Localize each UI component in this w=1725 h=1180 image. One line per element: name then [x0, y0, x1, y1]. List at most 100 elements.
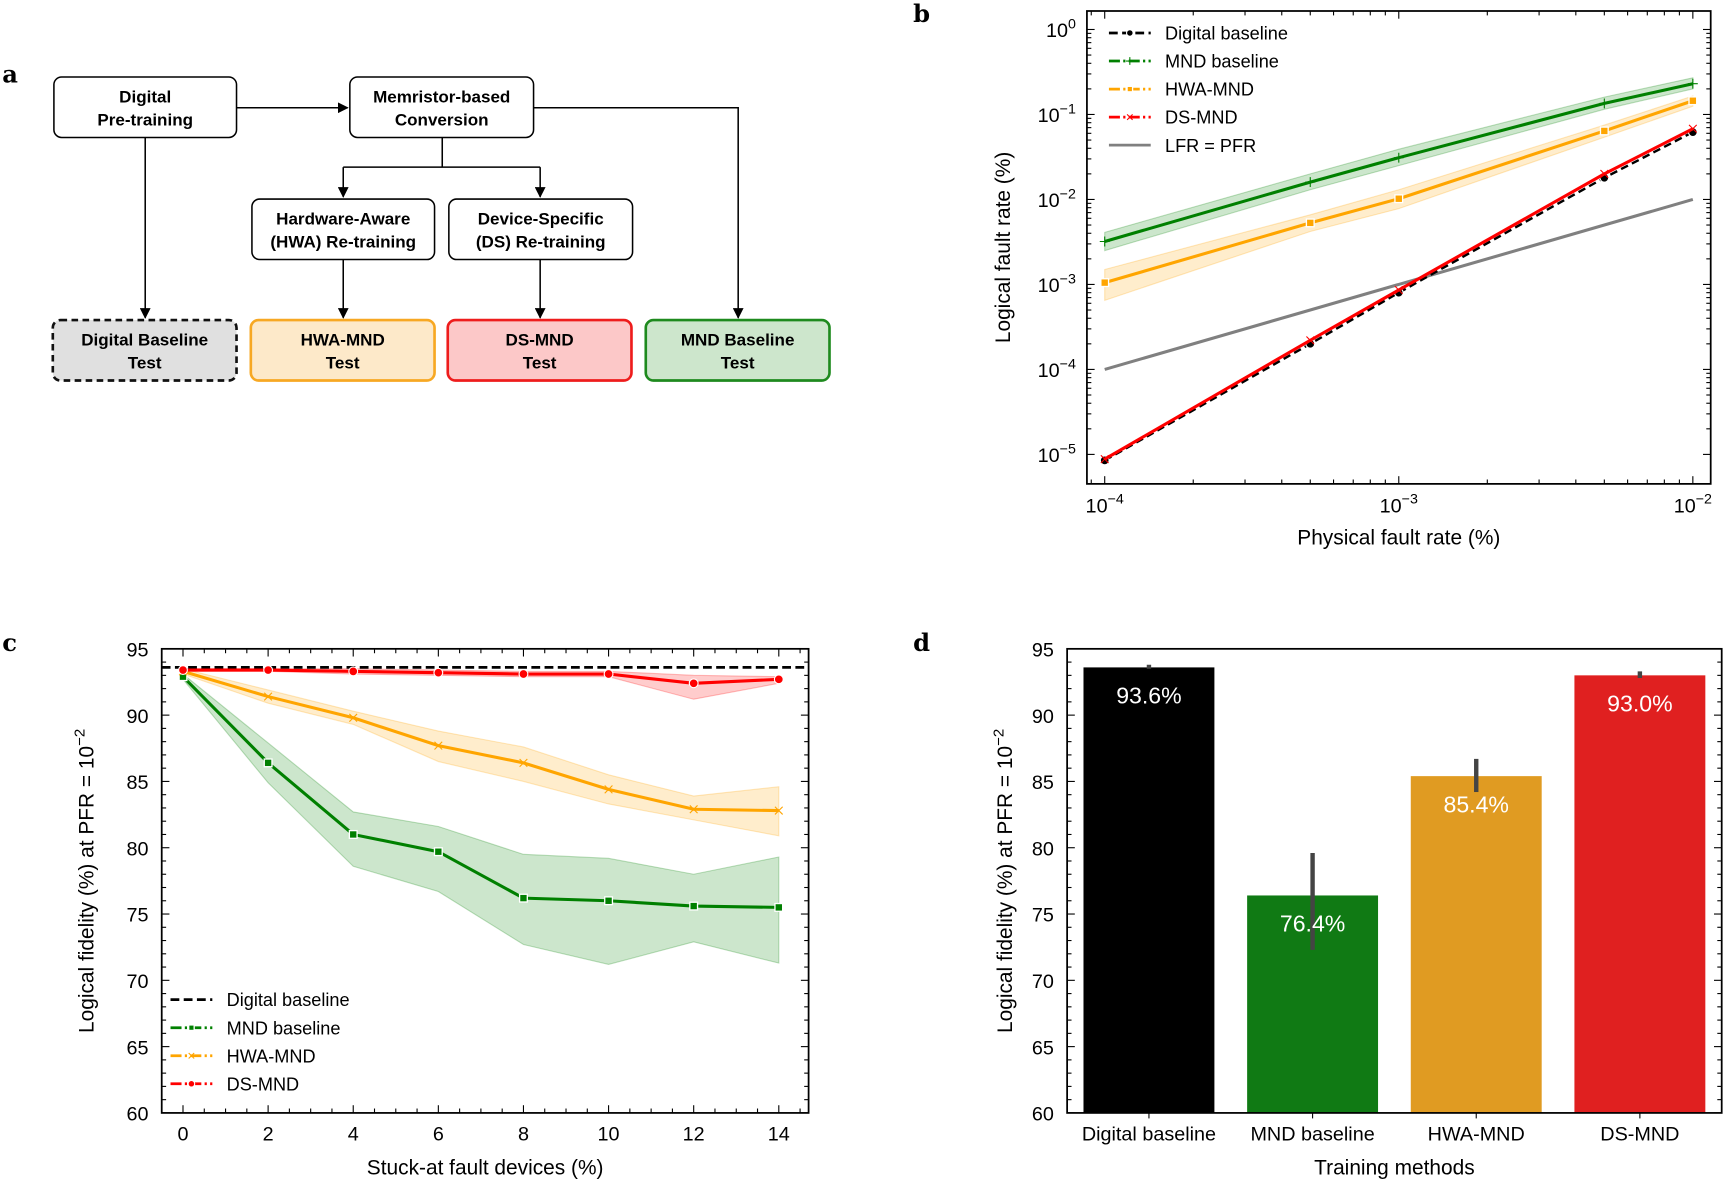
- point-mnd-baseline: [263, 758, 273, 768]
- box-hwa-test: HWA-MND Test: [249, 318, 436, 382]
- y-tick-label: 75: [1032, 905, 1054, 927]
- box-hwa: Hardware-Aware (HWA) Re-training: [251, 198, 436, 261]
- legend-label: Digital baseline: [227, 990, 350, 1010]
- panel-c-axes-frame: [160, 647, 810, 1114]
- diagram-arrows: [139, 102, 744, 319]
- x-axis-label: Physical fault rate (%): [1297, 526, 1500, 549]
- legend-mnd-baseline-marker: [1125, 57, 1134, 65]
- point-hwa-mnd: [434, 741, 443, 750]
- y-tick-label: 100: [1046, 16, 1076, 42]
- series-hwa-mnd: [1100, 96, 1698, 288]
- point-hwa-mnd: [604, 785, 613, 794]
- x-tick-label: 10−3: [1380, 492, 1418, 518]
- point-mnd-baseline: [433, 847, 443, 857]
- point-mnd-baseline: [518, 893, 528, 903]
- box-hwa-test-label: HWA-MND: [301, 330, 385, 349]
- legend: Digital baseline MND baseline HWA-MND DS-MN…: [1108, 24, 1288, 156]
- series-digital-baseline: [1099, 127, 1698, 466]
- point-hwa-mnd: [519, 758, 528, 768]
- legend-label: DS-MND: [227, 1074, 300, 1094]
- box-ds-frame: [448, 198, 634, 261]
- point-mnd-baseline: [1305, 177, 1316, 188]
- panel-c-fidelity-vs-stuck-faults-chart: 60 65 70 75 80 85 90 95 0 2 4 6 8 10 12 14 Stuck-at faul…: [72, 640, 810, 1180]
- data-label-ds-mnd: 93.0%: [1607, 691, 1672, 717]
- x-tick-label: 10−4: [1086, 492, 1124, 518]
- x-axis-label: Training methods: [1314, 1157, 1475, 1180]
- point-hwa-mnd: [1305, 218, 1315, 228]
- box-mnd-test-frame: [644, 318, 831, 382]
- bar-ds-mnd: [1574, 675, 1706, 1113]
- point-mnd-baseline: [1393, 152, 1404, 163]
- box-hwa-test-label: Test: [326, 353, 360, 372]
- y-tick-label: 95: [126, 640, 148, 662]
- bar-hwa-mnd: [1410, 776, 1542, 1113]
- series-lfr-pfr: [1104, 197, 1694, 371]
- box-conversion: Memristor-based Conversion: [349, 76, 535, 139]
- point-mnd-baseline: [1099, 236, 1110, 247]
- y-tick-label: 80: [1032, 838, 1054, 860]
- point-ds-mnd: [773, 674, 784, 685]
- x-tick-label: 14: [768, 1123, 790, 1145]
- series-ds-mnd: [1100, 124, 1698, 464]
- point-ds-mnd: [603, 669, 614, 679]
- x-tick-label: 12: [683, 1123, 705, 1145]
- x-tick-label: MND baseline: [1250, 1123, 1374, 1145]
- data-label-hwa-mnd: 85.4%: [1444, 791, 1509, 817]
- y-tick-label: 90: [1032, 706, 1054, 728]
- series-hwa-mnd: [178, 667, 784, 815]
- point-ds-mnd: [1394, 285, 1404, 295]
- x-tick-label: 10: [598, 1123, 620, 1145]
- band-mnd-baseline: [182, 672, 780, 965]
- x-tick-label: HWA-MND: [1428, 1123, 1525, 1145]
- y-tick-label: 10−4: [1038, 356, 1076, 382]
- point-hwa-mnd: [1599, 126, 1609, 136]
- y-tick-label: 10−5: [1038, 441, 1076, 467]
- x-tick-label: 10−2: [1674, 492, 1712, 518]
- box-hwa-test-frame: [249, 318, 436, 382]
- legend-label: MND baseline: [227, 1018, 341, 1038]
- legend-label: Digital baseline: [1165, 24, 1288, 44]
- panel-label-b: b: [913, 0, 930, 28]
- line-digital-baseline: [1104, 131, 1694, 462]
- y-axis-label: Logical fidelity (%) at PFR = 10−2: [72, 729, 99, 1033]
- bar-digital-baseline: [1083, 667, 1215, 1113]
- box-pretrain: Digital Pre-training: [53, 76, 238, 139]
- series-mnd-baseline: [1099, 78, 1698, 247]
- panel-b-axes-frame: [1086, 10, 1712, 485]
- point-mnd-baseline: [348, 829, 358, 839]
- data-label-digital-baseline: 93.6%: [1116, 683, 1181, 709]
- box-ds-label: Device-Specific: [478, 209, 604, 228]
- y-tick-label: 65: [1032, 1037, 1054, 1059]
- y-tick-label: 65: [126, 1037, 148, 1059]
- point-mnd-baseline: [1687, 78, 1698, 89]
- point-ds-mnd: [433, 667, 444, 678]
- point-ds-mnd: [1306, 336, 1315, 345]
- box-ds-test-label: DS-MND: [506, 330, 574, 349]
- legend-digital-baseline-marker: [1125, 29, 1134, 37]
- point-ds-mnd: [688, 678, 699, 689]
- point-hwa-mnd: [348, 713, 358, 723]
- y-tick-label: 10−1: [1038, 101, 1076, 127]
- x-tick-label: Digital baseline: [1082, 1123, 1216, 1145]
- panel-d-fidelity-bar-chart: 60 65 70 75 80 85 90 95 93.6% Digital baseline 76.…: [990, 640, 1723, 1180]
- y-tick-label: 90: [126, 706, 148, 728]
- y-axis-label: Logical fault rate (%): [992, 152, 1015, 343]
- panel-label-d: d: [913, 628, 930, 657]
- box-hwa-label: Hardware-Aware: [276, 209, 410, 228]
- box-mnd-test-label: MND Baseline: [681, 330, 795, 349]
- legend-label: MND baseline: [1165, 52, 1279, 72]
- legend-ds-mnd-marker: [187, 1079, 196, 1088]
- point-hwa-mnd: [1394, 194, 1404, 204]
- point-hwa-mnd: [689, 805, 698, 814]
- legend: Digital baseline MND baseline HWA-MND DS-MN…: [170, 990, 350, 1094]
- point-mnd-baseline: [604, 896, 614, 906]
- line-lfr-pfr: [1104, 197, 1694, 371]
- box-mnd-test-label: Test: [721, 353, 755, 372]
- y-tick-label: 60: [1032, 1104, 1054, 1126]
- x-tick-label: 6: [433, 1123, 444, 1145]
- point-ds-mnd: [263, 665, 274, 675]
- point-hwa-mnd: [263, 692, 273, 701]
- panel-b-log-fault-rate-chart: 100 10−1 10−2 10−3 10−4 10−5 10−4 10−3 10−2 Physi…: [992, 10, 1712, 549]
- y-tick-label: 95: [1032, 640, 1054, 662]
